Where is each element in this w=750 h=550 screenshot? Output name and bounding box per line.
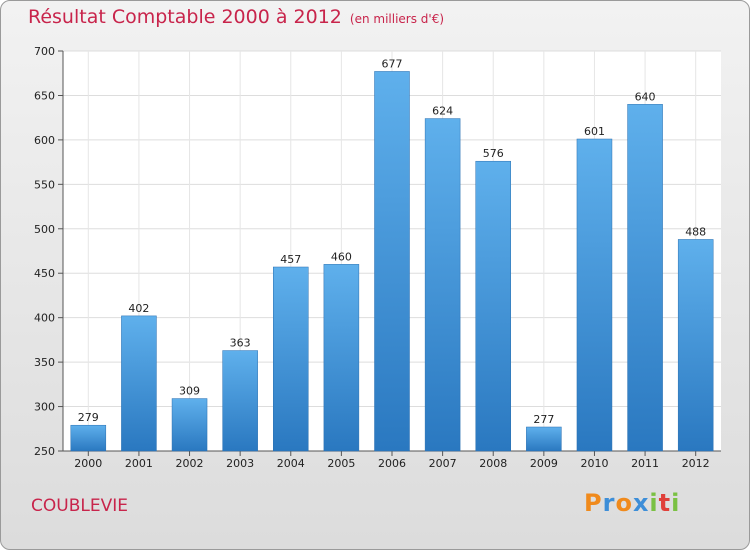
x-tick-label-2002: 2002	[176, 457, 204, 470]
bar-2008	[475, 160, 511, 452]
commune-name: COUBLEVIE	[31, 496, 128, 516]
logo-letter: x	[632, 489, 650, 517]
logo-letter: r	[602, 489, 616, 517]
y-tick-label: 300	[34, 401, 55, 414]
x-tick-label-2005: 2005	[327, 457, 355, 470]
value-label-2005: 460	[331, 250, 352, 263]
bar-2011	[627, 104, 663, 452]
bar-2010	[576, 138, 613, 452]
y-tick-label: 650	[34, 89, 55, 102]
bar-2007	[424, 118, 461, 452]
value-label-2004: 457	[280, 253, 301, 266]
value-label-2007: 624	[432, 105, 453, 118]
x-tick-label-2009: 2009	[530, 457, 558, 470]
bar-2012	[677, 239, 714, 452]
x-tick-label-2006: 2006	[378, 457, 406, 470]
bar-2004	[273, 266, 309, 452]
bar-2002	[171, 398, 208, 452]
x-tick-label-2004: 2004	[277, 457, 305, 470]
logo-letter: o	[615, 489, 633, 517]
logo-letter: i	[649, 489, 659, 517]
x-tick-label-2003: 2003	[226, 457, 254, 470]
y-tick-label: 350	[34, 356, 55, 369]
bar-2006	[374, 71, 410, 452]
proxiti-logo: Proxiti	[584, 489, 680, 517]
chart-title: Résultat Comptable 2000 à 2012 (en millie…	[28, 6, 444, 28]
value-label-2008: 576	[483, 147, 504, 160]
logo-letter: P	[584, 489, 603, 517]
x-tick-label-2000: 2000	[74, 457, 102, 470]
value-label-2002: 309	[179, 385, 200, 398]
value-label-2003: 363	[230, 337, 251, 350]
y-tick-label: 400	[34, 312, 55, 325]
bar-2009	[526, 426, 562, 452]
logo-letter: t	[658, 489, 672, 517]
title-unit: (en milliers d'€)	[349, 12, 445, 26]
value-label-2001: 402	[128, 302, 149, 315]
x-tick-label-2007: 2007	[429, 457, 457, 470]
bar-2001	[121, 315, 157, 452]
x-tick-label-2011: 2011	[631, 457, 659, 470]
value-label-2000: 279	[78, 411, 99, 424]
y-tick-label: 250	[34, 445, 55, 458]
value-label-2012: 488	[685, 225, 706, 238]
x-tick-label-2012: 2012	[682, 457, 710, 470]
y-tick-label: 450	[34, 267, 55, 280]
bar-2005	[323, 264, 360, 452]
y-tick-label: 600	[34, 134, 55, 147]
y-tick-label: 700	[34, 45, 55, 58]
y-tick-label: 500	[34, 223, 55, 236]
y-tick-label: 550	[34, 178, 55, 191]
bar-2000	[70, 424, 107, 452]
logo-letter: i	[671, 489, 681, 517]
title-text: Résultat Comptable 2000 à 2012	[28, 6, 342, 28]
value-label-2009: 277	[533, 413, 554, 426]
x-tick-label-2008: 2008	[479, 457, 507, 470]
x-tick-label-2010: 2010	[580, 457, 608, 470]
value-label-2006: 677	[382, 57, 403, 70]
bar-2003	[222, 350, 258, 452]
value-label-2010: 601	[584, 125, 605, 138]
value-label-2011: 640	[635, 90, 656, 103]
x-tick-label-2001: 2001	[125, 457, 153, 470]
